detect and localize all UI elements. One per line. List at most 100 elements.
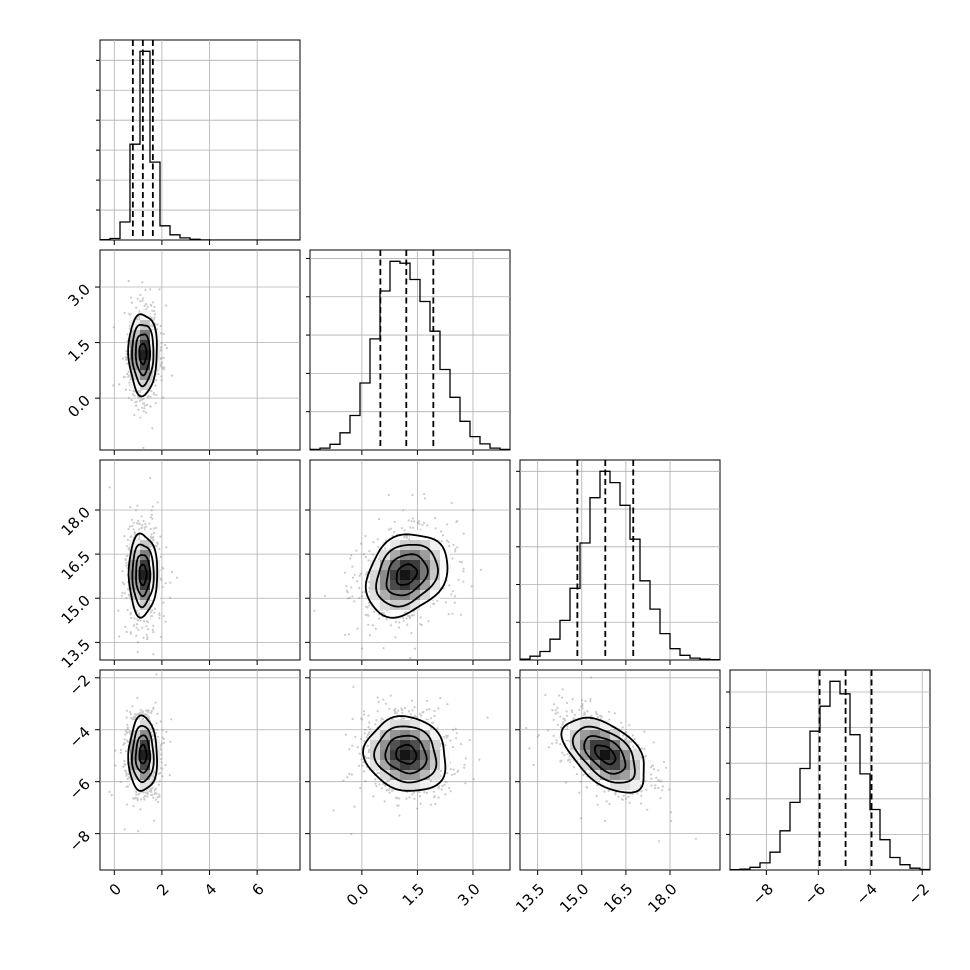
density-cell <box>150 330 160 340</box>
scatter-point <box>362 761 365 764</box>
scatter-point <box>453 595 457 598</box>
scatter-point <box>137 408 140 411</box>
scatter-point <box>164 764 167 767</box>
scatter-point <box>136 641 140 644</box>
density-cell <box>430 540 440 550</box>
scatter-point <box>155 722 158 725</box>
scatter-point <box>123 375 126 378</box>
scatter-point <box>132 804 135 808</box>
scatter-point <box>161 585 164 589</box>
scatter-point <box>360 591 364 594</box>
scatter-point <box>454 548 457 551</box>
scatter-point <box>142 398 145 401</box>
density-cell <box>130 330 140 340</box>
density-cell <box>150 570 160 580</box>
scatter-point <box>123 592 126 595</box>
scatter-point <box>156 328 159 331</box>
scatter-point <box>133 797 136 800</box>
scatter-point <box>313 609 316 612</box>
scatter-point <box>123 759 126 763</box>
scatter-point <box>441 534 445 537</box>
scatter-point <box>151 375 154 378</box>
density-cell <box>150 360 160 370</box>
scatter-point <box>131 705 134 708</box>
scatter-point <box>152 391 155 395</box>
scatter-point <box>150 790 153 794</box>
scatter-point <box>141 406 144 409</box>
scatter-point <box>434 517 437 520</box>
panel-frame <box>309 249 511 451</box>
scatter-point <box>448 584 451 587</box>
scatter-point <box>154 701 157 704</box>
scatter-point <box>139 708 142 711</box>
scatter-point <box>156 796 159 799</box>
scatter-point <box>133 413 136 417</box>
scatter-point <box>142 402 145 405</box>
scatter-point <box>401 717 404 720</box>
scatter-point <box>455 732 458 735</box>
scatter-point <box>125 772 128 775</box>
scatter-point <box>131 393 134 396</box>
scatter-point <box>154 544 157 547</box>
scatter-point <box>140 398 143 401</box>
scatter-point <box>160 362 163 365</box>
density-cell <box>420 590 430 600</box>
scatter-point <box>140 398 143 401</box>
scatter-point <box>130 301 134 304</box>
density-cell <box>430 560 440 570</box>
scatter-point <box>152 796 155 799</box>
scatter-point <box>142 446 145 449</box>
scatter-point <box>446 523 449 526</box>
scatter-point <box>126 740 130 744</box>
scatter-point <box>135 318 138 321</box>
scatter-point <box>411 793 414 796</box>
scatter-point <box>405 617 408 620</box>
scatter-point <box>406 535 409 538</box>
scatter-point <box>436 599 439 602</box>
scatter-point <box>157 783 160 786</box>
scatter-point <box>158 617 161 620</box>
scatter-point <box>411 493 414 497</box>
scatter-point <box>160 757 163 761</box>
scatter-point <box>452 543 455 547</box>
scatter-point <box>156 542 159 546</box>
scatter-point <box>149 611 153 614</box>
scatter-point <box>134 531 137 535</box>
scatter-point <box>455 520 458 524</box>
scatter-point <box>387 493 390 497</box>
scatter-point <box>161 566 164 569</box>
scatter-point <box>135 626 138 629</box>
scatter-point <box>132 528 135 531</box>
scatter-point <box>127 375 130 378</box>
scatter-point <box>169 596 172 599</box>
scatter-point <box>402 619 405 622</box>
scatter-point <box>422 521 426 525</box>
scatter-point <box>158 780 161 783</box>
contour-2 <box>131 324 155 388</box>
scatter-point <box>453 601 456 604</box>
scatter-point <box>165 346 168 350</box>
scatter-point <box>158 614 161 617</box>
scatter-point <box>133 715 136 719</box>
scatter-point <box>141 710 144 713</box>
histogram-3 <box>730 680 930 870</box>
scatter-point <box>141 526 144 529</box>
scatter-point <box>138 316 141 319</box>
scatter-point <box>158 288 161 291</box>
scatter-point <box>132 716 135 719</box>
scatter-point <box>142 402 145 405</box>
scatter-point <box>359 787 362 790</box>
scatter-point <box>418 522 421 525</box>
scatter-point <box>403 535 407 538</box>
scatter-point <box>367 751 370 754</box>
scatter-point <box>125 785 128 788</box>
pair-content <box>112 280 174 449</box>
scatter-point <box>125 739 128 742</box>
scatter-point <box>127 370 130 373</box>
scatter-point <box>125 564 128 567</box>
scatter-point <box>128 730 131 733</box>
scatter-point <box>126 726 129 729</box>
scatter-point <box>136 522 139 525</box>
scatter-point <box>155 379 158 382</box>
